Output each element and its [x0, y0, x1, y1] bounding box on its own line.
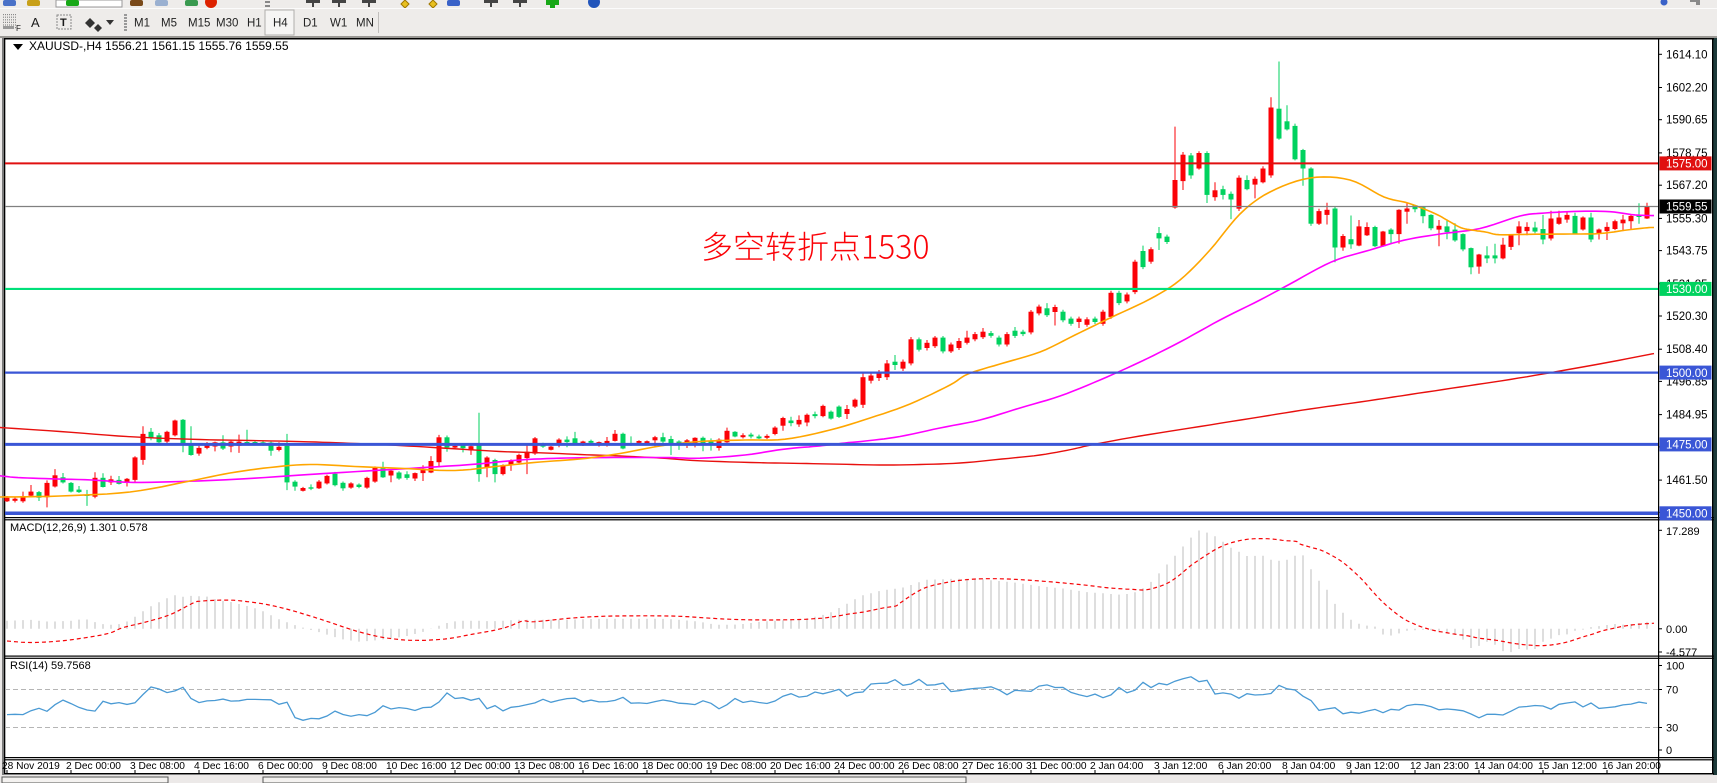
svg-text:12 Jan 23:00: 12 Jan 23:00 — [1410, 761, 1469, 772]
svg-text:3 Dec 08:00: 3 Dec 08:00 — [130, 761, 185, 772]
svg-text:1614.10: 1614.10 — [1666, 49, 1708, 61]
svg-text:1559.55: 1559.55 — [1666, 202, 1708, 214]
svg-text:RSI(14) 59.7568: RSI(14) 59.7568 — [10, 660, 91, 672]
svg-text:M1: M1 — [134, 18, 150, 30]
svg-text:17.289: 17.289 — [1666, 526, 1700, 538]
svg-text:1484.95: 1484.95 — [1666, 410, 1708, 422]
svg-text:1508.40: 1508.40 — [1666, 344, 1708, 356]
svg-text:31 Dec 00:00: 31 Dec 00:00 — [1026, 761, 1087, 772]
svg-text:1461.50: 1461.50 — [1666, 475, 1708, 487]
svg-text:W1: W1 — [330, 18, 347, 30]
svg-text:1555.30: 1555.30 — [1666, 213, 1708, 225]
svg-text:1450.00: 1450.00 — [1666, 509, 1708, 521]
svg-text:18 Dec 00:00: 18 Dec 00:00 — [642, 761, 703, 772]
svg-text:F: F — [16, 24, 21, 33]
svg-text:27 Dec 16:00: 27 Dec 16:00 — [962, 761, 1023, 772]
svg-text:1500.00: 1500.00 — [1666, 368, 1708, 380]
svg-text:XAUUSD-,H4 1556.21 1561.15 15: XAUUSD-,H4 1556.21 1561.15 1555.76 1559.… — [29, 39, 289, 53]
svg-text:6 Dec 00:00: 6 Dec 00:00 — [258, 761, 313, 772]
svg-text:1543.75: 1543.75 — [1666, 246, 1708, 258]
svg-text:1520.30: 1520.30 — [1666, 311, 1708, 323]
svg-text:3 Jan 12:00: 3 Jan 12:00 — [1154, 761, 1208, 772]
svg-text:13 Dec 08:00: 13 Dec 08:00 — [514, 761, 575, 772]
svg-text:T: T — [60, 17, 67, 29]
svg-text:H1: H1 — [247, 18, 262, 30]
svg-text:0.00: 0.00 — [1666, 624, 1687, 636]
svg-text:MACD(12,26,9) 1.301 0.578: MACD(12,26,9) 1.301 0.578 — [10, 522, 148, 534]
svg-text:1567.20: 1567.20 — [1666, 180, 1708, 192]
svg-text:26 Dec 08:00: 26 Dec 08:00 — [898, 761, 959, 772]
svg-text:28 Nov 2019: 28 Nov 2019 — [2, 761, 60, 772]
svg-text:1475.00: 1475.00 — [1666, 440, 1708, 452]
svg-text:1575.00: 1575.00 — [1666, 159, 1708, 171]
svg-text:12 Dec 00:00: 12 Dec 00:00 — [450, 761, 511, 772]
svg-text:15 Jan 12:00: 15 Jan 12:00 — [1538, 761, 1597, 772]
svg-text:H4: H4 — [273, 18, 288, 30]
svg-text:16 Dec 16:00: 16 Dec 16:00 — [578, 761, 639, 772]
svg-text:9 Jan 12:00: 9 Jan 12:00 — [1346, 761, 1400, 772]
svg-text:70: 70 — [1666, 685, 1678, 697]
svg-text:M15: M15 — [188, 18, 210, 30]
svg-text:8 Jan 04:00: 8 Jan 04:00 — [1282, 761, 1336, 772]
svg-text:D1: D1 — [303, 18, 318, 30]
svg-text:9 Dec 08:00: 9 Dec 08:00 — [322, 761, 377, 772]
svg-text:1530.00: 1530.00 — [1666, 284, 1708, 296]
svg-text:6 Jan 20:00: 6 Jan 20:00 — [1218, 761, 1272, 772]
svg-text:M5: M5 — [161, 18, 177, 30]
svg-text:-4.577: -4.577 — [1666, 647, 1697, 659]
svg-text:1590.65: 1590.65 — [1666, 115, 1708, 127]
svg-text:M30: M30 — [216, 18, 238, 30]
svg-text:100: 100 — [1666, 661, 1684, 673]
svg-text:A: A — [31, 15, 40, 30]
svg-text:19 Dec 08:00: 19 Dec 08:00 — [706, 761, 767, 772]
svg-text:1602.20: 1602.20 — [1666, 83, 1708, 95]
svg-text:2 Jan 04:00: 2 Jan 04:00 — [1090, 761, 1144, 772]
svg-text:0: 0 — [1666, 745, 1672, 757]
svg-text:2 Dec 00:00: 2 Dec 00:00 — [66, 761, 121, 772]
svg-text:16 Jan 20:00: 16 Jan 20:00 — [1602, 761, 1661, 772]
svg-text:14 Jan 04:00: 14 Jan 04:00 — [1474, 761, 1533, 772]
svg-text:MN: MN — [356, 18, 374, 30]
svg-text:10 Dec 16:00: 10 Dec 16:00 — [386, 761, 447, 772]
svg-text:20 Dec 16:00: 20 Dec 16:00 — [770, 761, 831, 772]
svg-text:24 Dec 00:00: 24 Dec 00:00 — [834, 761, 895, 772]
svg-text:4 Dec 16:00: 4 Dec 16:00 — [194, 761, 249, 772]
svg-text:30: 30 — [1666, 723, 1678, 735]
